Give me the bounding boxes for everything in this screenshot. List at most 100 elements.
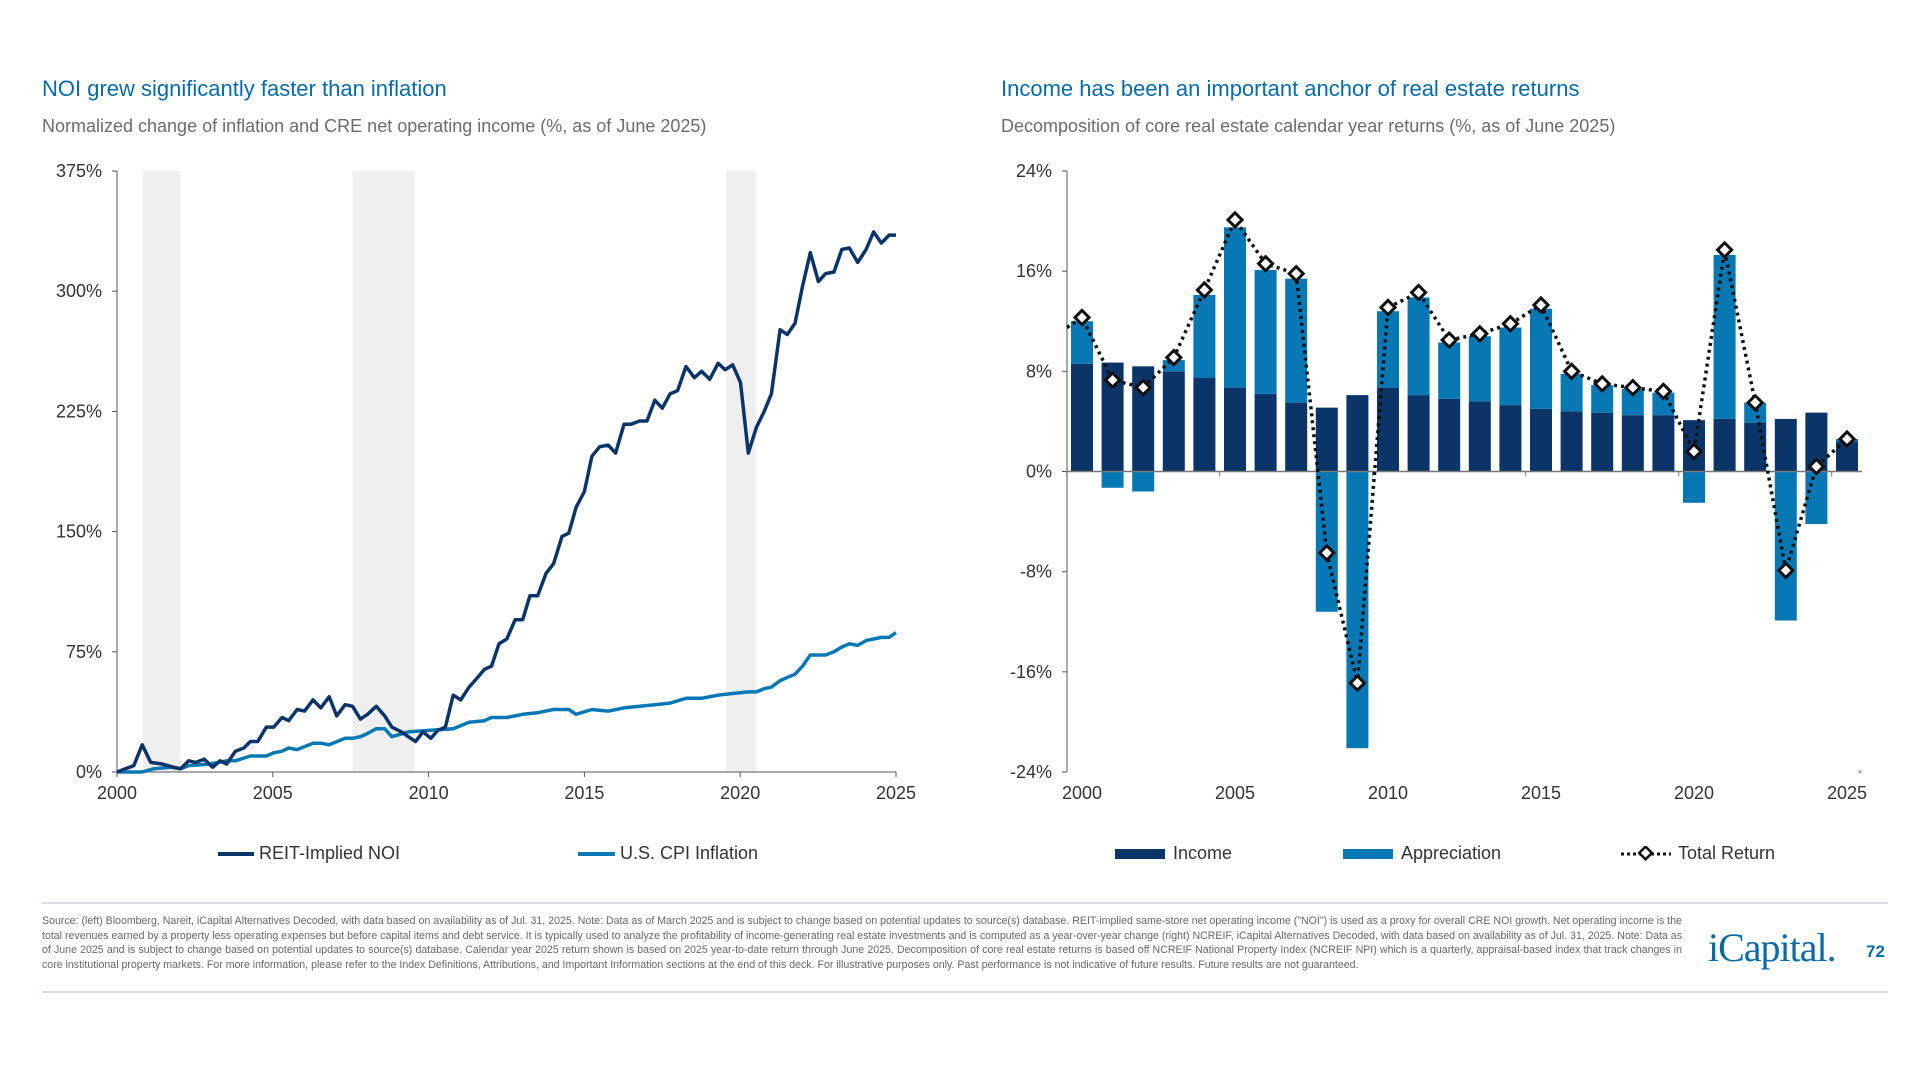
total-return-marker-2021 — [1715, 240, 1734, 260]
appreciation-bar-2022 — [1744, 402, 1767, 423]
legend-cpi: U.S. CPI Inflation — [578, 843, 758, 864]
income-bar-2002 — [1132, 366, 1155, 472]
y-tick-label: 24% — [1016, 161, 1052, 181]
right-chart-subtitle: Decomposition of core real estate calend… — [1001, 116, 1616, 136]
total-return-marker-2000 — [1072, 308, 1092, 327]
y-tick-label: 0% — [1026, 462, 1052, 482]
total-return-marker-2004 — [1195, 280, 1214, 300]
appreciation-bar-2020 — [1683, 471, 1705, 503]
income-bar-2016 — [1560, 411, 1583, 472]
x-tick-label: 2010 — [409, 783, 449, 803]
recession-shade — [352, 171, 415, 772]
income-bar-2017 — [1591, 412, 1614, 472]
appreciation-bar-2011 — [1407, 297, 1430, 396]
appreciation-bar-2004 — [1193, 294, 1216, 378]
total-return-marker-2015 — [1531, 295, 1551, 315]
total-return-marker-2022 — [1746, 393, 1765, 412]
income-bar-2003 — [1162, 371, 1185, 472]
income-bar-2014 — [1499, 405, 1522, 472]
charts-canvas: 0% 75% 150% 225% 300% 375% 2000 2005 2010 2015 202… — [56, 161, 1867, 803]
income-bar-2009 — [1346, 395, 1369, 472]
x-tick-label: 2005 — [1215, 783, 1255, 803]
legend-swatch-blue-icon — [1343, 848, 1393, 859]
income-bar-2012 — [1438, 398, 1461, 472]
income-bar-2024 — [1805, 412, 1828, 472]
right-chart-title: Income has been an important anchor of r… — [1001, 76, 1580, 101]
total-return-marker-2007 — [1287, 264, 1306, 283]
total-return-marker-2019 — [1654, 382, 1673, 401]
y-tick-label: 75% — [66, 642, 102, 662]
total-return-marker-2020 — [1684, 442, 1704, 461]
ytd-asterisk: * — [1858, 767, 1863, 781]
y-tick-label: 0% — [76, 762, 102, 782]
x-tick-label: 2025 — [1827, 783, 1867, 803]
total-return-line — [1066, 216, 1849, 684]
source-footnote: Source: (left) Bloomberg, Nareit, iCapit… — [42, 915, 1682, 971]
income-bar-2018 — [1621, 415, 1644, 472]
total-return-marker-2016 — [1562, 362, 1581, 381]
income-bar-2004 — [1193, 377, 1216, 472]
total-return-marker-2008 — [1317, 543, 1336, 563]
appreciation-bar-2009 — [1346, 471, 1369, 749]
noi-vs-inflation-chart: 0% 75% 150% 225% 300% 375% 2000 2005 2010 2015 202… — [56, 161, 916, 803]
legend-label: U.S. CPI Inflation — [620, 843, 759, 863]
x-tick-label: 2025 — [876, 783, 916, 803]
legend-line-navy-icon — [218, 851, 254, 856]
income-bar-2019 — [1652, 415, 1675, 472]
income-bar-2013 — [1468, 401, 1491, 472]
income-bar-2005 — [1224, 387, 1246, 472]
total-return-marker-2017 — [1593, 374, 1612, 394]
income-bar-2010 — [1377, 387, 1399, 472]
appreciation-bar-2013 — [1468, 336, 1491, 402]
x-tick-label: 2000 — [97, 783, 137, 803]
x-tick-label: 2015 — [564, 783, 604, 803]
legend-dotted-diamond-icon — [1621, 845, 1671, 861]
footer-divider-bottom — [42, 991, 1888, 993]
income-bar-2006 — [1254, 393, 1277, 472]
appreciation-bar-2015 — [1530, 308, 1552, 409]
x-tick-label: 2020 — [720, 783, 760, 803]
x-tick-label: 2020 — [1674, 783, 1714, 803]
total-return-marker-2014 — [1501, 314, 1520, 333]
footer-divider-top — [42, 902, 1888, 904]
total-return-marker-2011 — [1409, 283, 1428, 302]
income-bar-2021 — [1713, 418, 1736, 472]
total-return-marker-2005 — [1225, 210, 1245, 230]
total-return-marker-2010 — [1378, 298, 1398, 317]
total-return-marker-2006 — [1256, 254, 1275, 273]
y-tick-label: 225% — [56, 401, 102, 421]
returns-decomposition-chart: -24% -16% -8% 0% 8% 16% 24% 2000 2005 2010 2015 202… — [1010, 161, 1867, 803]
legend-appreciation: Appreciation — [1343, 843, 1501, 864]
total-return-marker-2002 — [1134, 378, 1153, 397]
income-bar-2023 — [1774, 418, 1797, 472]
total-return-marker-2023 — [1776, 561, 1795, 580]
income-bar-2000 — [1071, 363, 1093, 472]
recession-shade — [142, 171, 181, 772]
x-tick-label: 2010 — [1368, 783, 1408, 803]
y-tick-label: -8% — [1020, 562, 1052, 582]
page-number: 72 — [1866, 942, 1885, 961]
left-chart-subtitle: Normalized change of inflation and CRE n… — [42, 116, 707, 136]
appreciation-bar-2016 — [1560, 373, 1583, 412]
income-bar-2007 — [1285, 402, 1308, 472]
y-tick-label: -24% — [1010, 762, 1052, 782]
legend-label: Total Return — [1678, 843, 1776, 863]
series-line-reit-implied-noi — [116, 230, 896, 774]
appreciation-bar-2012 — [1438, 342, 1461, 399]
x-tick-label: 2005 — [253, 783, 293, 803]
legend-total-return: Total Return — [1620, 843, 1775, 864]
income-bar-2022 — [1744, 422, 1767, 472]
legend-label: REIT-Implied NOI — [259, 843, 401, 863]
legend-reit-noi: REIT-Implied NOI — [218, 843, 400, 864]
income-bar-2011 — [1407, 395, 1430, 472]
total-return-marker-2013 — [1470, 324, 1489, 343]
recession-shade — [726, 171, 757, 772]
legend-income: Income — [1115, 843, 1232, 864]
total-return-marker-2012 — [1440, 330, 1459, 350]
y-tick-label: 8% — [1026, 361, 1052, 381]
appreciation-bar-2010 — [1377, 311, 1399, 388]
appreciation-bar-2017 — [1591, 385, 1614, 413]
icapital-logo: iCapital. — [1708, 925, 1837, 970]
appreciation-bar-2001 — [1101, 471, 1124, 488]
legend-swatch-navy-icon — [1115, 848, 1165, 859]
